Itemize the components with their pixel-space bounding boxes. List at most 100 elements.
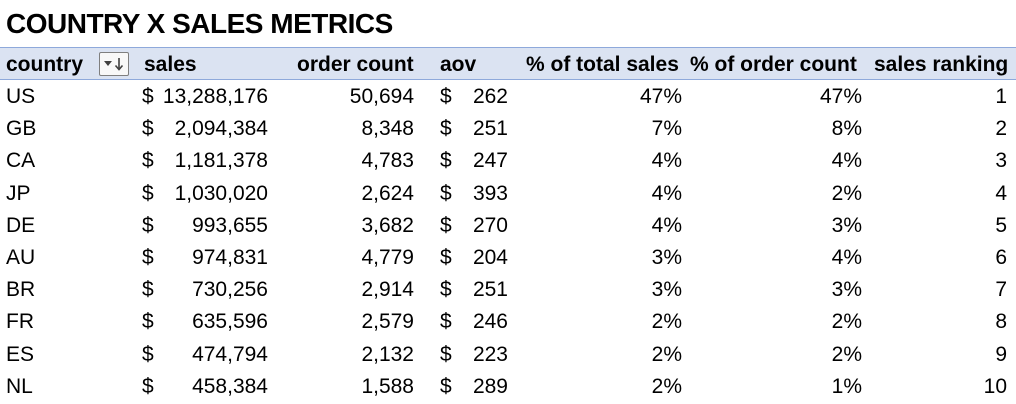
- cell-country[interactable]: JP: [6, 181, 31, 205]
- cell-aov[interactable]: 246: [472, 310, 508, 334]
- cell-sales-ranking[interactable]: 1: [995, 85, 1007, 108]
- cell-order-count[interactable]: 2,624: [361, 181, 414, 205]
- cell-pct-order-count[interactable]: 4%: [831, 245, 862, 269]
- cell-sales[interactable]: 1,030,020: [174, 181, 268, 205]
- table-header-row: country sales order count aov % of total…: [0, 47, 1016, 80]
- header-sales[interactable]: sales: [144, 53, 197, 76]
- cell-sales[interactable]: 974,831: [192, 245, 268, 269]
- cell-pct-total-sales[interactable]: 2%: [651, 342, 682, 366]
- cell-country[interactable]: GB: [6, 117, 37, 141]
- cell-order-count[interactable]: 50,694: [349, 85, 414, 108]
- cell-pct-total-sales[interactable]: 7%: [651, 117, 682, 141]
- cell-aov[interactable]: 393: [472, 181, 508, 205]
- cell-sales-currency: $: [142, 310, 154, 334]
- cell-sales-ranking[interactable]: 5: [995, 213, 1007, 237]
- header-country[interactable]: country: [6, 53, 84, 76]
- table-row[interactable]: CA $ 1,181,378 4,783 $ 247 4% 4% 3: [0, 145, 1016, 177]
- cell-order-count[interactable]: 4,779: [361, 245, 414, 269]
- cell-sales[interactable]: 730,256: [192, 278, 268, 302]
- table-row[interactable]: JP $ 1,030,020 2,624 $ 393 4% 2% 4: [0, 178, 1016, 210]
- cell-aov[interactable]: 204: [472, 245, 508, 269]
- cell-pct-total-sales[interactable]: 4%: [651, 213, 682, 237]
- cell-sales-ranking[interactable]: 4: [995, 181, 1007, 205]
- cell-pct-total-sales[interactable]: 47%: [639, 85, 682, 108]
- table-row[interactable]: GB $ 2,094,384 8,348 $ 251 7% 8% 2: [0, 113, 1016, 145]
- cell-sales[interactable]: 458,384: [192, 374, 268, 398]
- table-row[interactable]: DE $ 993,655 3,682 $ 270 4% 3% 5: [0, 210, 1016, 242]
- cell-sales-ranking[interactable]: 10: [983, 374, 1007, 398]
- cell-sales-ranking[interactable]: 3: [995, 149, 1007, 173]
- cell-pct-total-sales[interactable]: 3%: [651, 278, 682, 302]
- cell-pct-total-sales[interactable]: 2%: [651, 374, 682, 398]
- cell-aov[interactable]: 223: [472, 342, 508, 366]
- cell-pct-order-count[interactable]: 8%: [831, 117, 862, 141]
- cell-aov[interactable]: 289: [472, 374, 508, 398]
- cell-country[interactable]: BR: [6, 278, 36, 302]
- cell-country[interactable]: US: [6, 85, 36, 108]
- cell-aov[interactable]: 251: [472, 278, 508, 302]
- cell-order-count[interactable]: 2,579: [361, 310, 414, 334]
- header-pct-order-count[interactable]: % of order count: [690, 53, 857, 76]
- cell-sales-ranking[interactable]: 2: [995, 117, 1007, 141]
- cell-sales[interactable]: 474,794: [192, 342, 268, 366]
- cell-pct-total-sales[interactable]: 2%: [651, 310, 682, 334]
- cell-aov[interactable]: 262: [472, 85, 508, 108]
- cell-sales[interactable]: 993,655: [192, 213, 268, 237]
- cell-order-count[interactable]: 2,132: [361, 342, 414, 366]
- cell-order-count[interactable]: 8,348: [361, 117, 414, 141]
- cell-pct-order-count[interactable]: 2%: [831, 342, 862, 366]
- cell-sales-ranking[interactable]: 9: [995, 342, 1007, 366]
- cell-aov[interactable]: 270: [472, 213, 508, 237]
- table-row[interactable]: US $ 13,288,176 50,694 $ 262 47% 47% 1: [0, 81, 1016, 113]
- cell-pct-order-count[interactable]: 3%: [831, 278, 862, 302]
- table-row[interactable]: NL $ 458,384 1,588 $ 289 2% 1% 10: [0, 371, 1016, 403]
- cell-order-count[interactable]: 4,783: [361, 149, 414, 173]
- cell-sales-currency: $: [142, 117, 154, 141]
- cell-pct-total-sales[interactable]: 3%: [651, 245, 682, 269]
- header-sales-ranking[interactable]: sales ranking: [874, 53, 1009, 76]
- cell-aov-currency: $: [440, 213, 452, 237]
- table-body: US $ 13,288,176 50,694 $ 262 47% 47% 1 G…: [0, 81, 1016, 403]
- cell-sales-currency: $: [142, 181, 154, 205]
- header-aov[interactable]: aov: [440, 53, 477, 76]
- cell-sales-ranking[interactable]: 8: [995, 310, 1007, 334]
- cell-aov[interactable]: 247: [472, 149, 508, 173]
- table-row[interactable]: ES $ 474,794 2,132 $ 223 2% 2% 9: [0, 339, 1016, 371]
- cell-sales[interactable]: 13,288,176: [162, 85, 268, 108]
- header-order-count[interactable]: order count: [297, 53, 414, 76]
- table-row[interactable]: FR $ 635,596 2,579 $ 246 2% 2% 8: [0, 306, 1016, 338]
- table-row[interactable]: BR $ 730,256 2,914 $ 251 3% 3% 7: [0, 274, 1016, 306]
- cell-aov-currency: $: [440, 149, 452, 173]
- cell-pct-order-count[interactable]: 2%: [831, 181, 862, 205]
- cell-order-count[interactable]: 3,682: [361, 213, 414, 237]
- cell-pct-order-count[interactable]: 3%: [831, 213, 862, 237]
- cell-aov[interactable]: 251: [472, 117, 508, 141]
- cell-sales[interactable]: 635,596: [192, 310, 268, 334]
- cell-aov-currency: $: [440, 278, 452, 302]
- sort-filter-button[interactable]: [99, 52, 129, 76]
- table-row[interactable]: AU $ 974,831 4,779 $ 204 3% 4% 6: [0, 242, 1016, 274]
- cell-pct-order-count[interactable]: 2%: [831, 310, 862, 334]
- cell-sales-ranking[interactable]: 6: [995, 245, 1007, 269]
- cell-country[interactable]: NL: [6, 374, 33, 398]
- cell-pct-order-count[interactable]: 4%: [831, 149, 862, 173]
- cell-sales-currency: $: [142, 245, 154, 269]
- cell-country[interactable]: ES: [6, 342, 35, 366]
- cell-country[interactable]: FR: [6, 310, 34, 334]
- cell-country[interactable]: AU: [6, 245, 36, 269]
- cell-country[interactable]: CA: [6, 149, 36, 173]
- cell-aov-currency: $: [440, 310, 452, 334]
- cell-aov-currency: $: [440, 342, 452, 366]
- cell-pct-total-sales[interactable]: 4%: [651, 181, 682, 205]
- cell-pct-order-count[interactable]: 1%: [831, 374, 862, 398]
- cell-sales[interactable]: 2,094,384: [174, 117, 268, 141]
- cell-aov-currency: $: [440, 181, 452, 205]
- cell-pct-total-sales[interactable]: 4%: [651, 149, 682, 173]
- cell-country[interactable]: DE: [6, 213, 36, 237]
- cell-sales-ranking[interactable]: 7: [995, 278, 1007, 302]
- cell-sales[interactable]: 1,181,378: [174, 149, 268, 173]
- cell-order-count[interactable]: 1,588: [361, 374, 414, 398]
- cell-pct-order-count[interactable]: 47%: [819, 85, 862, 108]
- cell-order-count[interactable]: 2,914: [361, 278, 414, 302]
- header-pct-total-sales[interactable]: % of total sales: [526, 53, 679, 76]
